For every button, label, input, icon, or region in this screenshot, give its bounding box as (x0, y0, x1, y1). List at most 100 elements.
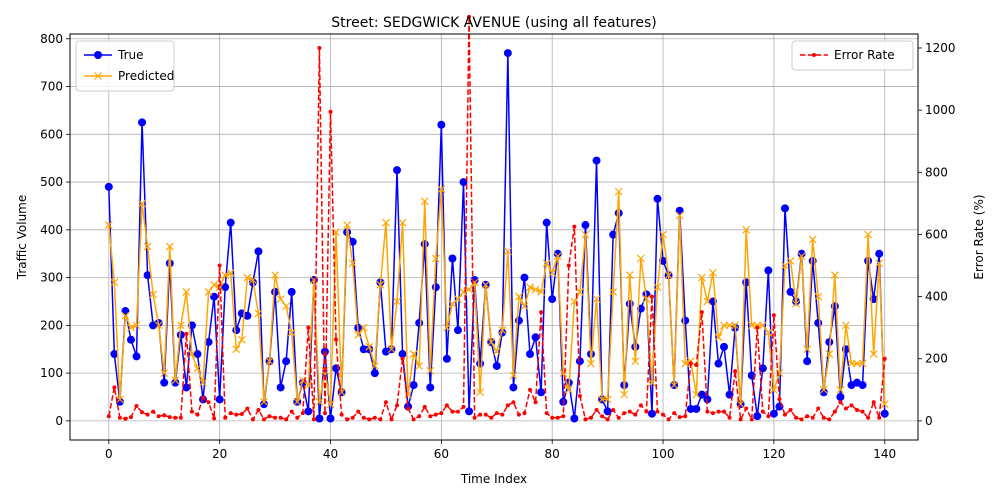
y2-axis-label: Error Rate (%) (972, 194, 986, 279)
point-predicted (642, 295, 651, 304)
point-predicted (515, 292, 523, 301)
point-predicted (237, 335, 246, 344)
point-predicted (875, 259, 884, 268)
point-predicted (226, 268, 235, 277)
point-predicted (442, 323, 451, 332)
point-true (780, 204, 789, 213)
point-error-rate (782, 412, 787, 417)
point-error-rate (461, 404, 466, 409)
point-error-rate (367, 417, 372, 422)
point-predicted (670, 381, 679, 389)
point-predicted (293, 397, 302, 406)
point-predicted (260, 397, 268, 406)
point-true (825, 338, 834, 347)
legend-right: Error Rate (791, 40, 914, 71)
point-error-rate (350, 415, 355, 420)
point-error-rate (433, 412, 438, 417)
point-true (160, 378, 169, 387)
point-error-rate (483, 412, 488, 417)
point-predicted (842, 321, 850, 330)
point-error-rate (644, 409, 649, 414)
point-error-rate (777, 397, 782, 402)
point-error-rate (528, 387, 533, 392)
point-true (437, 120, 446, 129)
point-true (603, 407, 612, 416)
point-predicted (171, 376, 180, 385)
point-true (465, 407, 474, 416)
point-predicted (104, 221, 113, 229)
point-predicted (248, 276, 257, 284)
point-true (526, 350, 535, 359)
point-true (686, 404, 695, 413)
point-true (315, 414, 324, 423)
point-predicted (359, 323, 368, 332)
point-error-rate (555, 415, 560, 420)
point-predicted (858, 359, 867, 368)
y2-tick-label: 400 (925, 290, 948, 304)
point-error-rate (428, 414, 433, 419)
point-error-rate (167, 415, 172, 420)
point-true (276, 383, 285, 392)
point-error-rate (588, 415, 593, 420)
point-error-rate (417, 414, 422, 419)
point-predicted (132, 321, 141, 330)
y-tick-label: 800 (40, 32, 63, 46)
point-predicted (653, 283, 662, 292)
point-predicted (143, 242, 152, 251)
point-true (858, 381, 867, 390)
point-true (176, 330, 185, 339)
point-predicted (581, 230, 590, 239)
point-error-rate (289, 409, 294, 414)
point-predicted (531, 285, 540, 294)
point-true (764, 266, 773, 275)
point-predicted (492, 347, 501, 356)
point-error-rate (661, 412, 666, 417)
point-error-rate (117, 415, 122, 420)
point-true (426, 383, 435, 392)
point-true (631, 342, 640, 351)
point-error-rate (838, 400, 843, 405)
point-error-rate (467, 14, 472, 19)
point-error-rate (649, 294, 654, 299)
point-error-rate (201, 395, 206, 400)
point-error-rate (489, 415, 494, 420)
point-error-rate (744, 406, 749, 411)
point-error-rate (594, 408, 599, 413)
point-true (548, 295, 557, 304)
point-true (492, 361, 501, 370)
point-true (104, 182, 113, 191)
point-predicted (127, 323, 135, 332)
point-true (320, 347, 329, 356)
point-error-rate (694, 362, 699, 367)
point-error-rate (877, 415, 882, 420)
point-predicted (243, 273, 252, 282)
point-error-rate (295, 415, 300, 420)
point-predicted (315, 397, 324, 406)
point-error-rate (372, 415, 377, 420)
y2-tick-label: 0 (925, 414, 933, 428)
point-predicted (354, 330, 363, 339)
point-predicted (199, 378, 207, 387)
point-predicted (598, 395, 607, 404)
point-predicted (188, 350, 196, 358)
point-true (836, 393, 845, 402)
point-error-rate (400, 356, 405, 361)
x-tick-label: 60 (434, 447, 449, 461)
point-predicted (681, 359, 690, 368)
point-true (542, 218, 551, 227)
point-predicted (769, 385, 778, 394)
point-true (503, 49, 512, 58)
x-tick-label: 20 (212, 447, 227, 461)
point-error-rate (855, 408, 860, 413)
point-true (226, 218, 235, 227)
point-true (143, 271, 152, 280)
point-true (531, 333, 540, 342)
point-true (647, 409, 656, 418)
point-true (459, 178, 468, 187)
point-error-rate (677, 415, 682, 420)
point-error-rate (733, 369, 738, 374)
point-error-rate (511, 400, 516, 405)
point-predicted (265, 357, 274, 366)
point-predicted (204, 288, 213, 296)
